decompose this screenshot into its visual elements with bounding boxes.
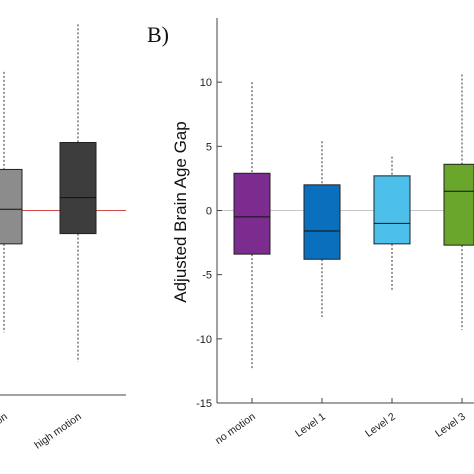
panel-a-boxes	[0, 24, 97, 362]
panel-b-xtick-label: Level 1	[293, 411, 328, 440]
box-level-3	[443, 74, 474, 330]
panel-b-ytick-label: 0	[206, 206, 212, 218]
panel-b-label: B)	[147, 22, 169, 47]
box-body	[0, 168, 23, 245]
panel-b-boxes	[233, 74, 474, 369]
box-high-motion	[59, 24, 97, 362]
panel-a-xtick-label: high motion	[32, 411, 83, 452]
panel-b-ytick-label: -15	[196, 398, 212, 410]
box-body	[233, 172, 271, 255]
panel-b-xtick-label: Level 2	[363, 411, 398, 440]
panel-a-xtick-label: on	[0, 411, 10, 428]
box-motion	[0, 71, 23, 333]
panel-b-ylabel: Adjusted Brain Age Gap	[171, 121, 190, 302]
box-level-2	[373, 156, 411, 291]
panel-b-ytick-label: 5	[206, 141, 212, 153]
panel-b-xtick-label: Level 3	[433, 411, 468, 440]
box-body	[373, 175, 411, 245]
panel-b-ytick-label: 10	[200, 77, 212, 89]
panel-b-ytick-label: -5	[202, 270, 212, 282]
box-body	[59, 141, 97, 235]
panel-b-xtick-label: no motion	[213, 411, 258, 447]
box-no-motion	[233, 82, 271, 369]
panel-b-ytick-label: -10	[196, 334, 212, 346]
box-body	[443, 163, 474, 246]
box-level-1	[303, 141, 341, 318]
box-body	[303, 184, 341, 260]
